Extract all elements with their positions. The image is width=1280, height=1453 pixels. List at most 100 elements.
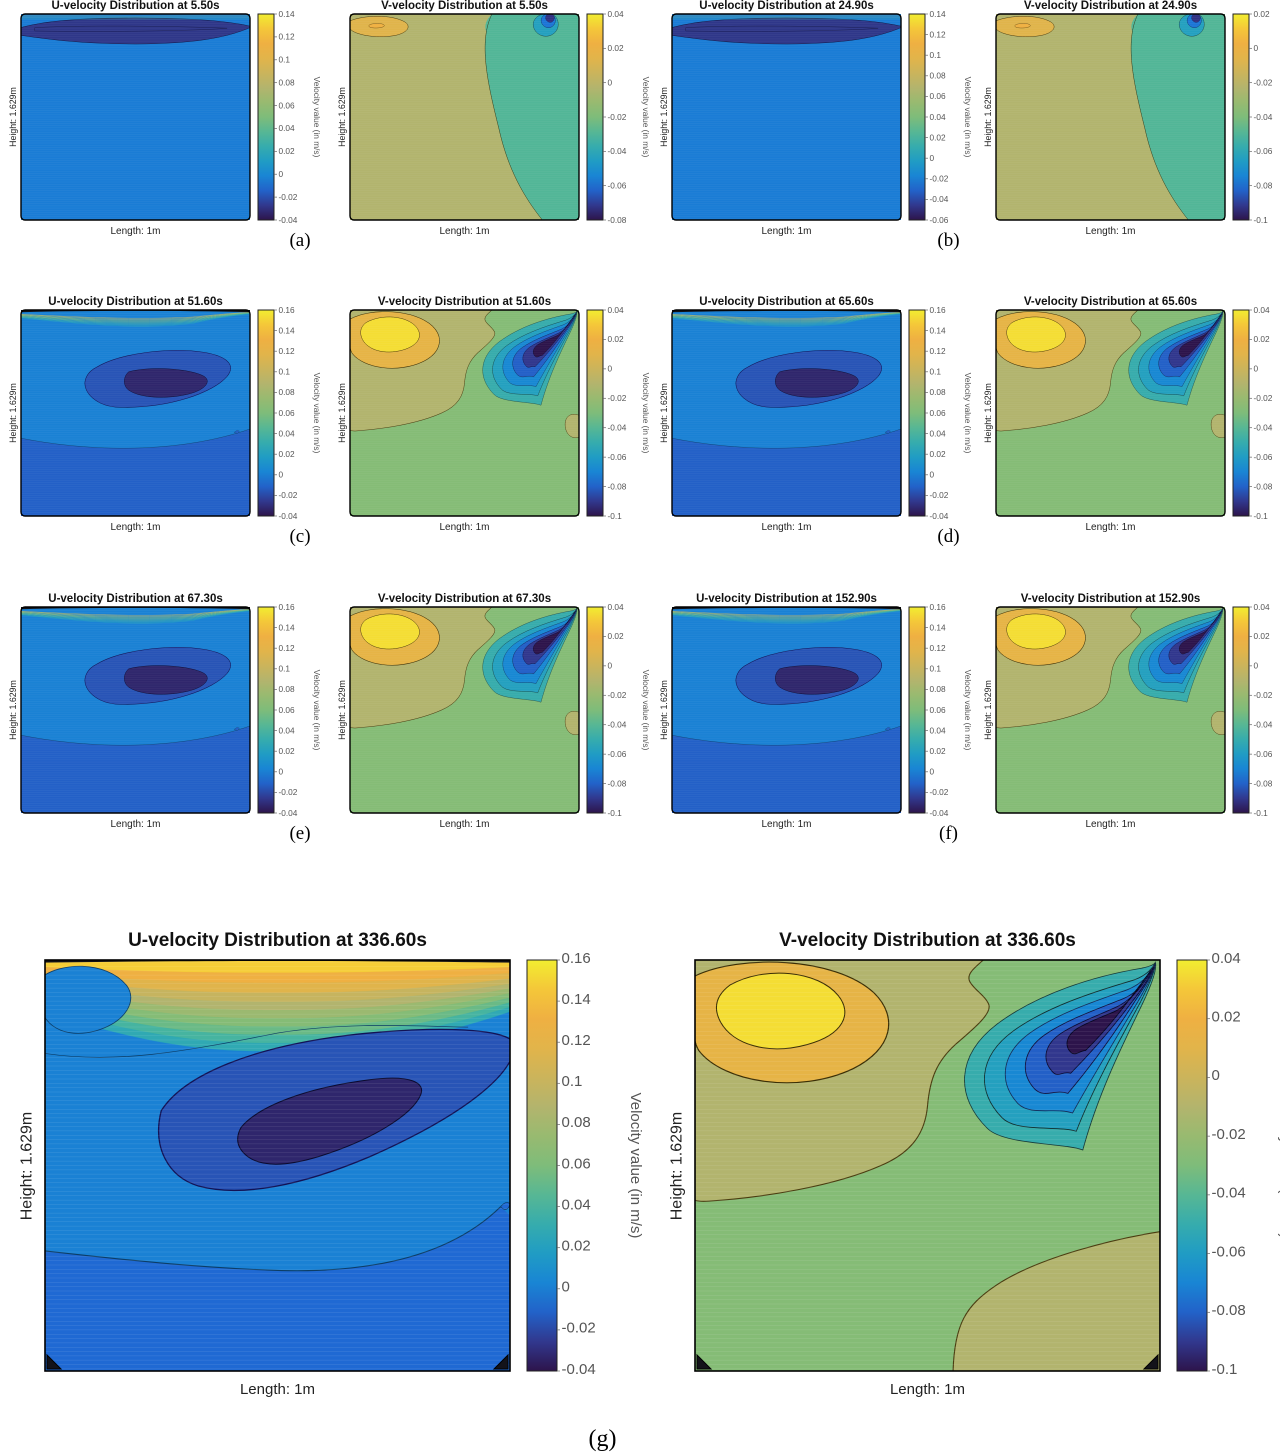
svg-text:0.08: 0.08 [930, 684, 947, 694]
svg-text:0.06: 0.06 [562, 1155, 591, 1172]
svg-text:-0.04: -0.04 [608, 720, 627, 730]
svg-text:-0.02: -0.02 [1254, 393, 1273, 403]
svg-text:Velocity value (in m/s): Velocity value (in m/s) [963, 670, 973, 751]
svg-text:-0.04: -0.04 [562, 1361, 596, 1378]
svg-text:0.06: 0.06 [930, 408, 947, 418]
svg-text:Velocity value (in m/s): Velocity value (in m/s) [641, 670, 651, 751]
svg-text:0.16: 0.16 [279, 305, 296, 315]
svg-text:0: 0 [279, 767, 284, 777]
svg-text:0.1: 0.1 [930, 664, 942, 674]
svg-text:Velocity value (in m/s): Velocity value (in m/s) [963, 77, 973, 158]
svg-text:-0.06: -0.06 [1254, 146, 1273, 156]
svg-text:0.06: 0.06 [279, 408, 296, 418]
svg-text:0.1: 0.1 [279, 367, 291, 377]
svg-text:-0.08: -0.08 [608, 778, 627, 788]
svg-text:-0.06: -0.06 [1254, 749, 1273, 759]
svg-text:-0.06: -0.06 [608, 452, 627, 462]
svg-text:0.14: 0.14 [279, 9, 296, 19]
svg-text:0: 0 [1212, 1067, 1220, 1084]
svg-text:-0.06: -0.06 [1212, 1243, 1246, 1260]
svg-text:0.08: 0.08 [930, 71, 947, 81]
svg-text:-0.08: -0.08 [1254, 481, 1273, 491]
svg-text:0.16: 0.16 [930, 305, 947, 315]
svg-text:0.08: 0.08 [562, 1114, 591, 1131]
svg-text:0.16: 0.16 [279, 602, 296, 612]
svg-text:Velocity value (in m/s): Velocity value (in m/s) [312, 373, 322, 454]
svg-text:0.12: 0.12 [930, 643, 947, 653]
svg-text:0.02: 0.02 [1212, 1009, 1241, 1026]
svg-text:Velocity value (in m/s): Velocity value (in m/s) [627, 1093, 644, 1239]
svg-text:0.02: 0.02 [930, 746, 947, 756]
svg-text:-0.04: -0.04 [608, 146, 627, 156]
svg-text:-0.04: -0.04 [1212, 1185, 1246, 1202]
svg-text:0.02: 0.02 [562, 1238, 591, 1255]
svg-text:0.12: 0.12 [279, 346, 296, 356]
svg-text:0.12: 0.12 [279, 32, 296, 42]
svg-text:-0.1: -0.1 [1254, 511, 1269, 521]
svg-text:0: 0 [930, 470, 935, 480]
svg-text:0.14: 0.14 [562, 991, 591, 1008]
svg-text:0.14: 0.14 [279, 325, 296, 335]
svg-text:0.04: 0.04 [279, 725, 296, 735]
svg-text:0: 0 [930, 767, 935, 777]
svg-text:0.08: 0.08 [279, 77, 296, 87]
svg-text:0.08: 0.08 [279, 387, 296, 397]
svg-text:0.14: 0.14 [930, 622, 947, 632]
svg-text:-0.06: -0.06 [930, 215, 949, 225]
svg-text:0: 0 [930, 153, 935, 163]
svg-text:0.02: 0.02 [608, 43, 625, 53]
svg-text:0.12: 0.12 [930, 346, 947, 356]
svg-text:0: 0 [1254, 364, 1259, 374]
svg-text:Velocity value (in m/s): Velocity value (in m/s) [641, 77, 651, 158]
svg-text:-0.1: -0.1 [1254, 215, 1269, 225]
svg-text:-0.04: -0.04 [1254, 720, 1273, 730]
svg-text:-0.04: -0.04 [279, 215, 298, 225]
svg-text:0.12: 0.12 [930, 29, 947, 39]
svg-text:0.02: 0.02 [279, 449, 296, 459]
svg-text:-0.02: -0.02 [562, 1320, 596, 1337]
svg-text:0.06: 0.06 [930, 705, 947, 715]
svg-text:Velocity value (in m/s): Velocity value (in m/s) [312, 670, 322, 751]
svg-text:0.04: 0.04 [930, 725, 947, 735]
svg-text:-0.1: -0.1 [608, 808, 623, 818]
svg-text:-0.02: -0.02 [608, 112, 627, 122]
svg-text:-0.06: -0.06 [1254, 452, 1273, 462]
svg-text:-0.04: -0.04 [279, 511, 298, 521]
svg-text:0.04: 0.04 [1212, 950, 1241, 967]
svg-text:0.12: 0.12 [279, 643, 296, 653]
svg-text:-0.02: -0.02 [930, 174, 949, 184]
svg-text:0.04: 0.04 [279, 428, 296, 438]
svg-text:0.1: 0.1 [930, 367, 942, 377]
svg-text:0.04: 0.04 [608, 305, 625, 315]
svg-text:-0.04: -0.04 [1254, 423, 1273, 433]
svg-text:0.08: 0.08 [279, 684, 296, 694]
svg-text:0.14: 0.14 [930, 325, 947, 335]
svg-text:-0.02: -0.02 [1254, 690, 1273, 700]
svg-text:-0.04: -0.04 [608, 423, 627, 433]
svg-text:-0.08: -0.08 [1212, 1302, 1246, 1319]
svg-text:0.04: 0.04 [930, 428, 947, 438]
svg-text:0: 0 [562, 1279, 570, 1296]
svg-text:Velocity value (in m/s): Velocity value (in m/s) [312, 77, 322, 158]
svg-text:0.02: 0.02 [1254, 334, 1271, 344]
svg-text:-0.02: -0.02 [279, 787, 298, 797]
svg-text:0.1: 0.1 [279, 664, 291, 674]
svg-text:0.06: 0.06 [930, 91, 947, 101]
svg-text:0.16: 0.16 [930, 602, 947, 612]
svg-text:Velocity value (in m/s): Velocity value (in m/s) [641, 373, 651, 454]
svg-text:-0.02: -0.02 [1254, 77, 1273, 87]
svg-text:-0.04: -0.04 [1254, 112, 1273, 122]
svg-text:0: 0 [279, 470, 284, 480]
svg-text:0.02: 0.02 [608, 631, 625, 641]
svg-text:-0.1: -0.1 [1212, 1361, 1238, 1378]
svg-text:0.08: 0.08 [930, 387, 947, 397]
svg-text:0.04: 0.04 [1254, 602, 1271, 612]
svg-text:0.06: 0.06 [279, 705, 296, 715]
svg-text:0.1: 0.1 [930, 50, 942, 60]
svg-text:-0.08: -0.08 [1254, 180, 1273, 190]
svg-text:0.12: 0.12 [562, 1032, 591, 1049]
svg-text:-0.06: -0.06 [608, 749, 627, 759]
svg-text:0.02: 0.02 [279, 146, 296, 156]
svg-text:0: 0 [608, 364, 613, 374]
svg-text:0.02: 0.02 [1254, 631, 1271, 641]
